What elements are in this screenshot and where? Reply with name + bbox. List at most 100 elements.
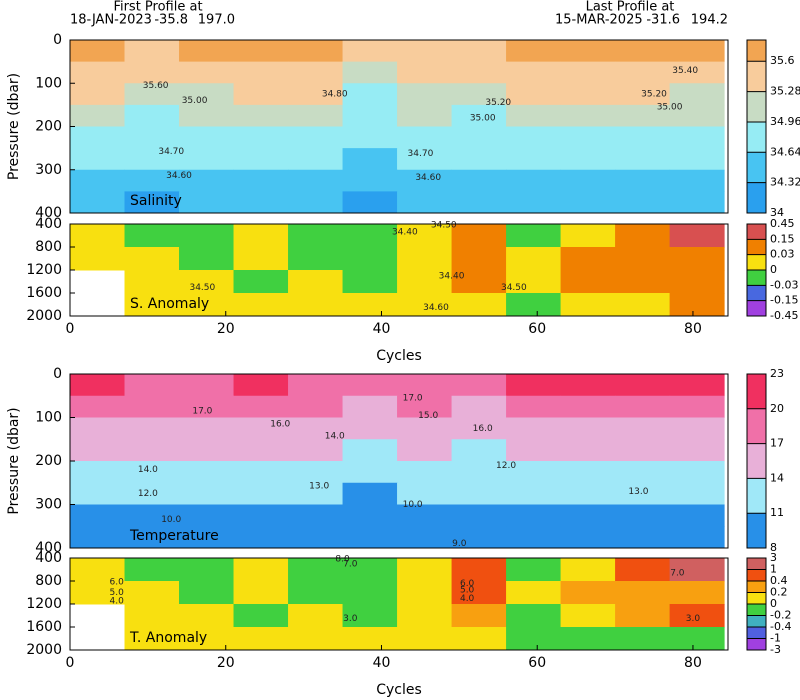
heat-cell — [615, 439, 671, 462]
heat-cell — [342, 581, 398, 605]
heat-cell — [560, 40, 616, 63]
heat-cell — [615, 83, 671, 106]
heat-cell — [233, 104, 289, 127]
heat-cell — [669, 148, 725, 171]
heat-cell — [451, 439, 507, 462]
heat-cell — [451, 374, 507, 397]
y-tick-label: 300 — [35, 162, 62, 178]
heat-cell — [560, 191, 616, 214]
contour-label: 35.60 — [143, 81, 169, 91]
heat-cell — [124, 191, 180, 214]
heat-cell — [451, 395, 507, 418]
heat-cell — [288, 558, 344, 582]
heat-cell — [288, 604, 344, 628]
x-tick-label: 20 — [217, 655, 235, 671]
heat-cell — [669, 169, 725, 192]
colorbar-segment — [747, 443, 766, 479]
last-lat: -31.6 — [646, 13, 680, 28]
heat-cell — [560, 247, 616, 271]
colorbar-label: 34.96 — [770, 115, 800, 128]
heat-cell — [288, 247, 344, 271]
heat-cell — [233, 627, 289, 651]
heat-cell — [342, 526, 398, 549]
heat-cell — [70, 417, 126, 440]
heat-cell — [124, 604, 180, 628]
heat-cell — [233, 526, 289, 549]
heat-cell — [397, 558, 453, 582]
heat-cell — [233, 169, 289, 192]
heat-cell — [70, 374, 126, 397]
heat-cell — [615, 293, 671, 317]
heat-cell — [506, 247, 562, 271]
y-tick-label: 400 — [35, 216, 62, 232]
heat-cell — [342, 482, 398, 505]
heat-cell — [70, 395, 126, 418]
heat-cell — [342, 191, 398, 214]
heat-cell — [506, 374, 562, 397]
heat-cell — [70, 224, 126, 248]
heat-cell — [669, 395, 725, 418]
contour-label: 10.0 — [161, 515, 181, 525]
heat-cell — [397, 581, 453, 605]
colorbar-segment — [747, 627, 766, 639]
y-tick-label: 100 — [35, 410, 62, 426]
heat-cell — [397, 482, 453, 505]
heat-cell — [288, 504, 344, 527]
heat-cell — [560, 417, 616, 440]
heat-cell — [288, 169, 344, 192]
contour-label: 35.20 — [641, 90, 667, 100]
heat-cell — [560, 627, 616, 651]
heat-cell — [506, 627, 562, 651]
y-tick-label: 400 — [35, 540, 62, 556]
contour-label: 34.50 — [431, 221, 457, 231]
heat-cell — [451, 270, 507, 294]
heat-cell — [70, 191, 126, 214]
heat-cell — [124, 40, 180, 63]
y-tick-label: 1600 — [26, 285, 62, 301]
colorbar-segment — [747, 604, 766, 616]
heat-cell — [288, 126, 344, 149]
heat-cell — [560, 439, 616, 462]
colorbar-segment — [747, 61, 766, 92]
heat-cell — [233, 83, 289, 106]
heat-cell — [397, 604, 453, 628]
heat-cell — [669, 558, 725, 582]
heat-cell — [233, 504, 289, 527]
contour-label: 13.0 — [309, 482, 329, 492]
heat-cell — [451, 61, 507, 84]
heat-cell — [451, 627, 507, 651]
heat-cell — [342, 604, 398, 628]
heat-cell — [233, 558, 289, 582]
heat-cell — [342, 61, 398, 84]
heat-cell — [288, 482, 344, 505]
x-axis-label: Cycles — [376, 682, 422, 698]
colorbar-label: 20 — [770, 402, 784, 415]
x-tick-label: 0 — [66, 655, 75, 671]
contour-label: 35.00 — [182, 96, 208, 106]
heat-cell — [669, 461, 725, 484]
x-tick-label: 40 — [373, 655, 391, 671]
heat-cell — [451, 604, 507, 628]
heat-cell — [233, 374, 289, 397]
heat-cell — [342, 40, 398, 63]
heat-cell — [506, 104, 562, 127]
heat-cell — [342, 169, 398, 192]
heat-cell — [342, 293, 398, 317]
heat-cell — [615, 461, 671, 484]
colorbar-label: 0 — [770, 597, 777, 610]
heat-cell — [397, 395, 453, 418]
contour-label: 17.0 — [192, 406, 212, 416]
heat-cell — [233, 417, 289, 440]
heat-cell — [615, 374, 671, 397]
y-tick-label: 100 — [35, 75, 62, 91]
y-tick-label: 1200 — [26, 262, 62, 278]
heat-cell — [124, 104, 180, 127]
heat-cell — [451, 126, 507, 149]
first-lat: -35.8 — [154, 13, 188, 28]
contour-label: 6.0 — [460, 579, 475, 589]
heat-cell — [615, 126, 671, 149]
colorbar-label: 34.32 — [770, 176, 800, 189]
first-date: 18-JAN-2023 — [70, 13, 152, 28]
heat-cell — [233, 40, 289, 63]
colorbar-label: 1 — [770, 563, 777, 576]
